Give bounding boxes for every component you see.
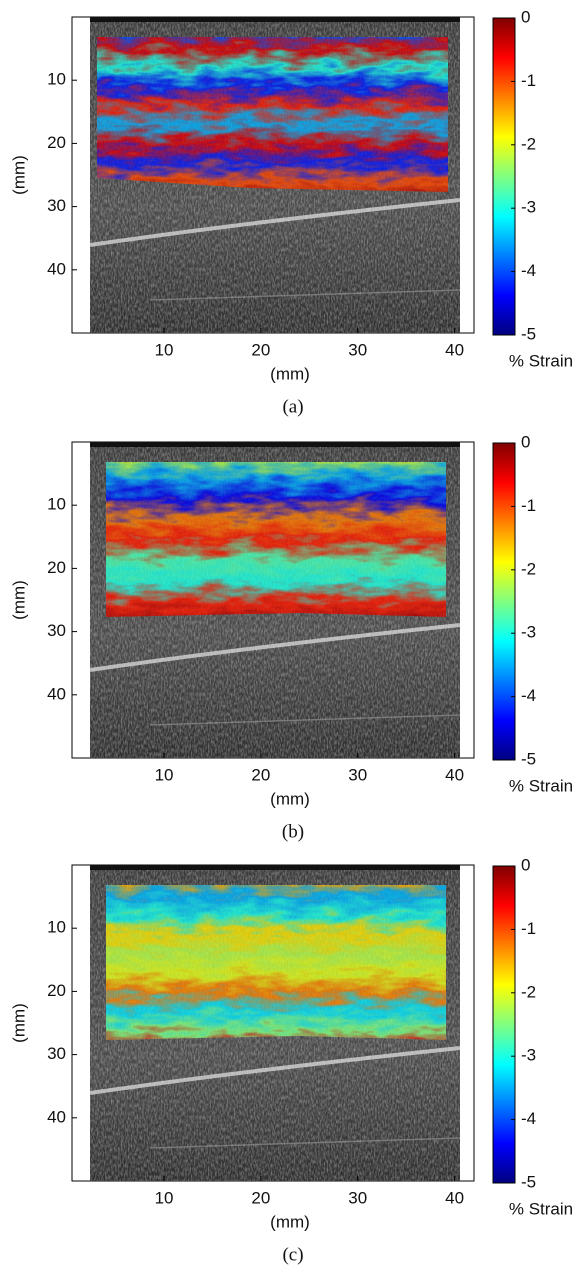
panel: 10 20 30 40 10 20 30 40 (mm) (mm) 0 -1 -2 -3 -4 -5 % Str… [9,855,573,1265]
top-bar [90,865,460,870]
x-axis-label: (mm) [270,1212,310,1231]
y-axis-label: (mm) [9,580,28,620]
colorbar-tick-label: -4 [521,261,536,280]
strain-map [106,462,446,617]
y-tick-label: 30 [47,196,66,215]
colorbar-tick-label: -3 [521,623,536,642]
colorbar-tick-label: -4 [521,1109,536,1128]
colorbar-tick-label: 0 [521,855,530,874]
x-axis-label: (mm) [270,364,310,383]
strain-overlay [97,37,448,192]
y-tick-label: 10 [47,918,66,937]
y-tick-label: 20 [47,558,66,577]
colorbar-tick-label: -2 [521,134,536,153]
colorbar-tick-label: -1 [521,919,536,938]
x-tick-label: 40 [445,340,464,359]
tissue-boundary [89,623,461,672]
y-tick-label: 10 [47,70,66,89]
colorbar-tick-label: -2 [521,559,536,578]
x-tick-label: 40 [445,765,464,784]
caption: (c) [282,1244,303,1265]
top-bar [90,442,460,447]
x-axis-label: (mm) [270,789,310,808]
colorbar-tick-label: 0 [521,7,530,26]
y-tick-label: 30 [47,621,66,640]
caption: (b) [282,821,304,842]
faint-line [149,289,461,301]
y-axis-label: (mm) [9,155,28,195]
caption: (a) [282,396,303,417]
strain-overlay [106,462,446,617]
y-tick-label: 40 [47,684,66,703]
top-bar [90,17,460,22]
strain-overlay [106,885,446,1040]
x-tick-label: 20 [251,765,270,784]
x-tick-label: 10 [155,340,174,359]
colorbar-label: % Strain [509,351,573,370]
x-tick-label: 40 [445,1188,464,1207]
colorbar-tick-label: -5 [521,324,536,343]
colorbar [492,442,516,761]
strain-map [106,885,446,1040]
colorbar-tick-label: -5 [521,749,536,768]
x-tick-label: 10 [155,765,174,784]
y-tick-label: 30 [47,1044,66,1063]
colorbar-tick-label: 0 [521,432,530,451]
y-tick-label: 20 [47,133,66,152]
y-tick-label: 20 [47,981,66,1000]
colorbar [492,17,516,336]
colorbar-tick-label: -2 [521,982,536,1001]
colorbar-tick-label: -5 [521,1172,536,1191]
colorbar-label: % Strain [509,1199,573,1218]
faint-line [149,714,461,726]
colorbar-tick-label: -3 [521,198,536,217]
x-tick-label: 20 [251,1188,270,1207]
colorbar-tick-label: -1 [521,496,536,515]
colorbar [492,865,516,1184]
x-tick-label: 10 [155,1188,174,1207]
panel: 10 20 30 40 10 20 30 40 (mm) (mm) 0 -1 -2 -3 -4 -5 % Str… [9,432,573,842]
y-tick-label: 40 [47,1107,66,1126]
x-tick-label: 30 [348,765,367,784]
y-tick-label: 40 [47,259,66,278]
tissue-boundary [89,198,461,247]
panel: 10 20 30 40 10 20 30 40 (mm) (mm) 0 -1 -2 -3 -4 -5 % Str… [9,7,573,417]
tissue-boundary [89,1046,461,1095]
x-tick-label: 30 [348,1188,367,1207]
colorbar-tick-label: -3 [521,1046,536,1065]
strain-map [97,37,448,192]
faint-line [149,1137,461,1149]
colorbar-tick-label: -1 [521,71,536,90]
x-tick-label: 30 [348,340,367,359]
x-tick-label: 20 [251,340,270,359]
colorbar-label: % Strain [509,776,573,795]
y-tick-label: 10 [47,495,66,514]
y-axis-label: (mm) [9,1003,28,1043]
colorbar-tick-label: -4 [521,686,536,705]
